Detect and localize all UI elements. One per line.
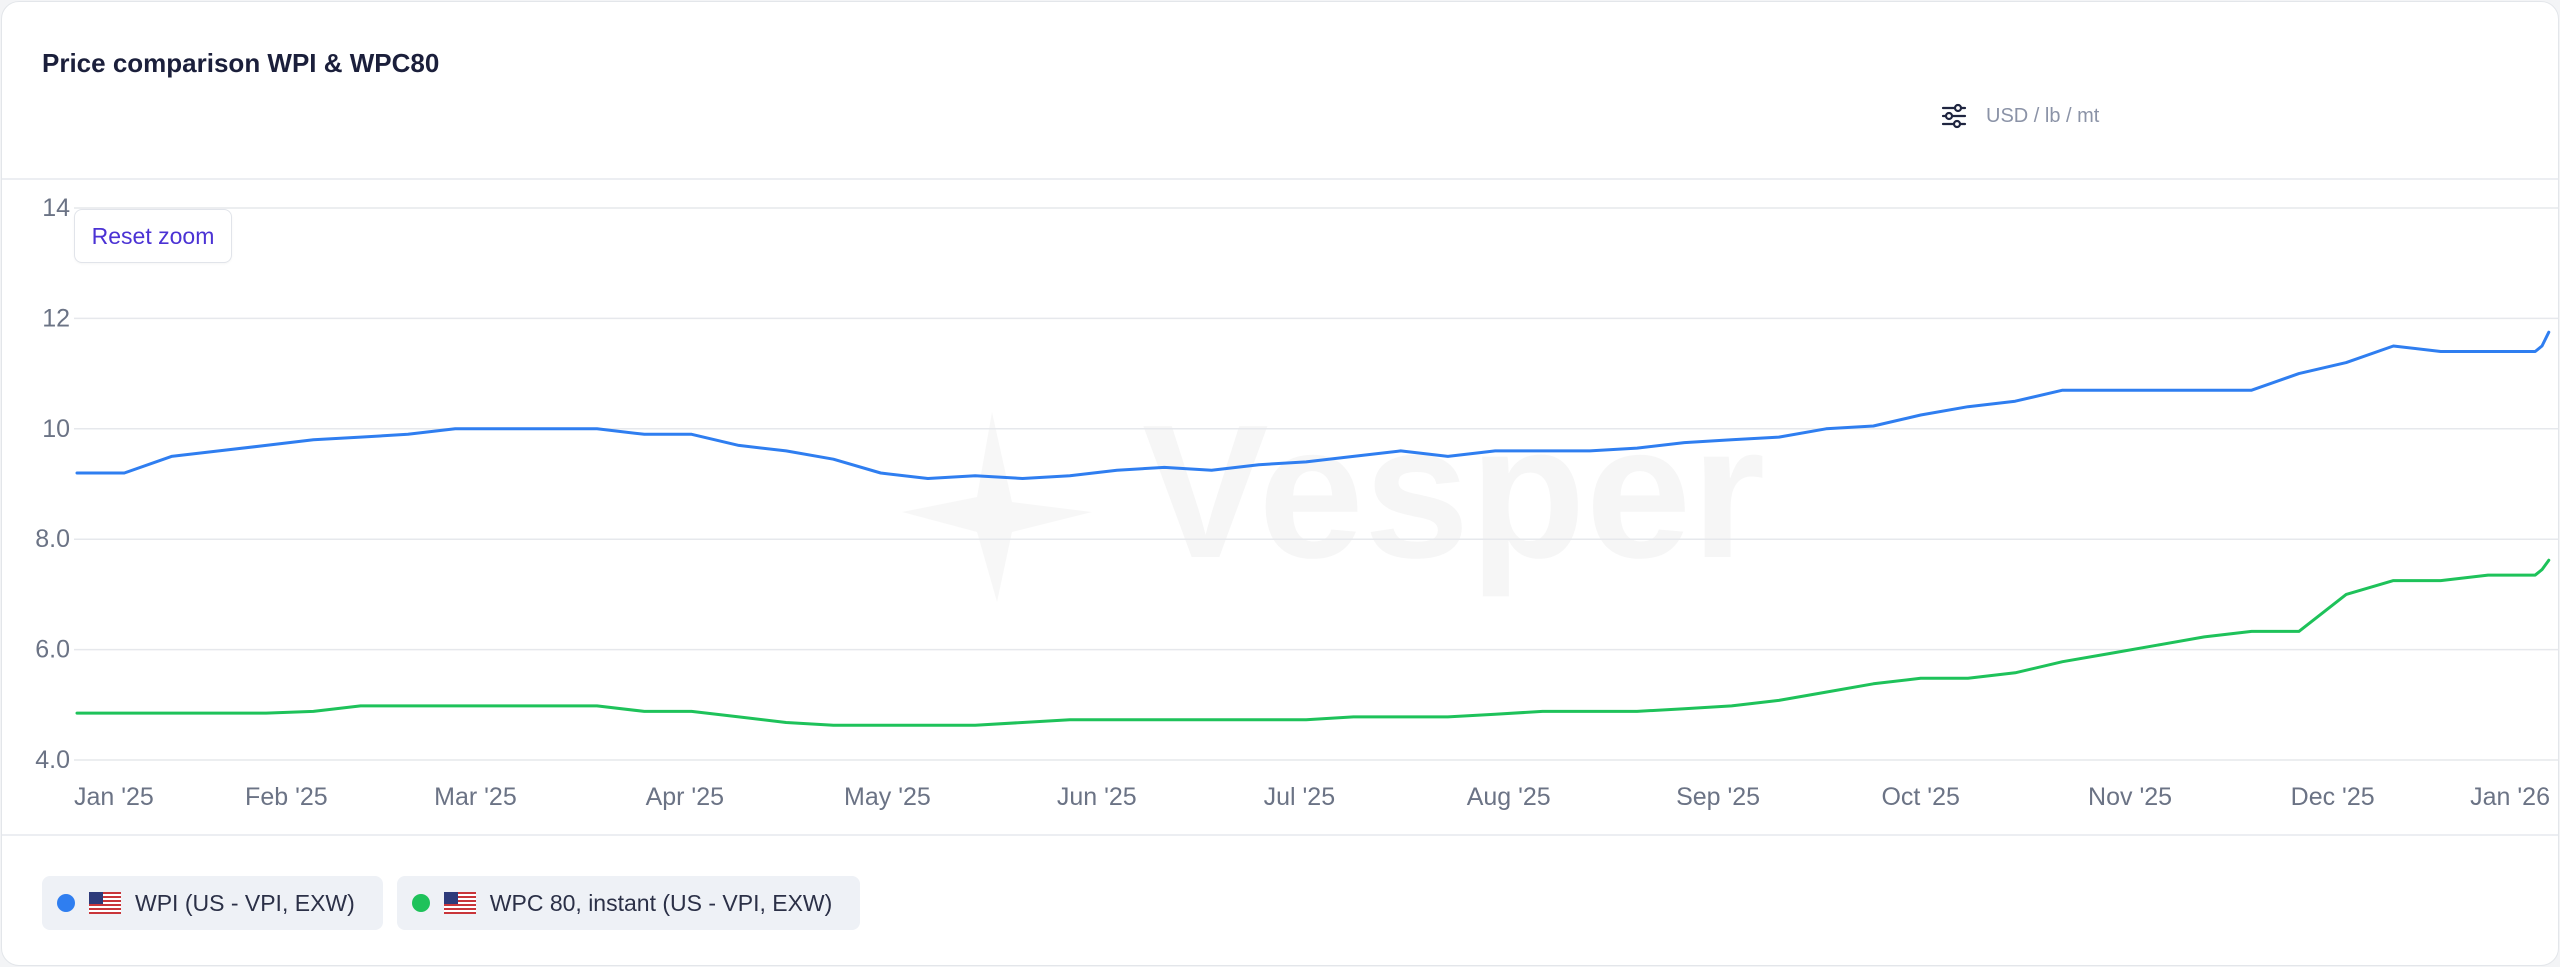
chart-title: Price comparison WPI & WPC80 — [42, 48, 440, 78]
x-tick-label: Jan '25 — [74, 783, 154, 811]
legend-item-wpi[interactable]: WPI (US - VPI, EXW) — [42, 876, 383, 930]
legend-label: WPI (US - VPI, EXW) — [135, 889, 355, 916]
y-tick-label: 10 — [42, 415, 70, 443]
x-tick-label: Jul '25 — [1264, 783, 1335, 811]
reset-zoom-button[interactable]: Reset zoom — [74, 209, 232, 263]
x-tick-label: Oct '25 — [1881, 783, 1959, 811]
x-tick-label: Aug '25 — [1467, 783, 1551, 811]
unit-label: USD / lb / mt — [1986, 104, 2100, 127]
y-tick-label: 6.0 — [35, 636, 70, 664]
y-tick-label: 4.0 — [35, 746, 70, 774]
y-tick-label: 8.0 — [35, 525, 70, 553]
legend-item-wpc80[interactable]: WPC 80, instant (US - VPI, EXW) — [396, 876, 861, 930]
us-flag-icon — [443, 892, 476, 914]
watermark: Vesper — [1142, 386, 1765, 598]
sliders-icon[interactable] — [1940, 102, 1968, 130]
x-tick-label: Feb '25 — [245, 783, 328, 811]
x-tick-label: Apr '25 — [646, 783, 724, 811]
legend: WPI (US - VPI, EXW) WPC 80, instant (US … — [42, 876, 861, 930]
x-tick-label: Jan '26 — [2470, 783, 2550, 811]
x-tick-label: Dec '25 — [2291, 783, 2375, 811]
x-tick-label: Mar '25 — [434, 783, 517, 811]
watermark-logo-icon — [902, 412, 1092, 602]
header-divider — [2, 178, 2558, 180]
us-flag-icon — [89, 892, 121, 914]
series-color-dot — [57, 894, 75, 912]
series-line-wpi — [75, 330, 2551, 480]
x-tick-label: Sep '25 — [1676, 783, 1760, 811]
series-line-wpc80 — [75, 558, 2551, 727]
x-tick-label: May '25 — [844, 783, 931, 811]
legend-divider — [2, 834, 2558, 836]
y-tick-label: 14 — [42, 194, 70, 222]
x-tick-label: Nov '25 — [2088, 783, 2172, 811]
legend-label: WPC 80, instant (US - VPI, EXW) — [489, 889, 833, 916]
x-tick-label: Jun '25 — [1057, 783, 1137, 811]
y-tick-label: 12 — [42, 304, 70, 332]
unit-selector[interactable]: USD / lb / mt — [1940, 102, 2099, 130]
series-color-dot — [411, 894, 430, 912]
